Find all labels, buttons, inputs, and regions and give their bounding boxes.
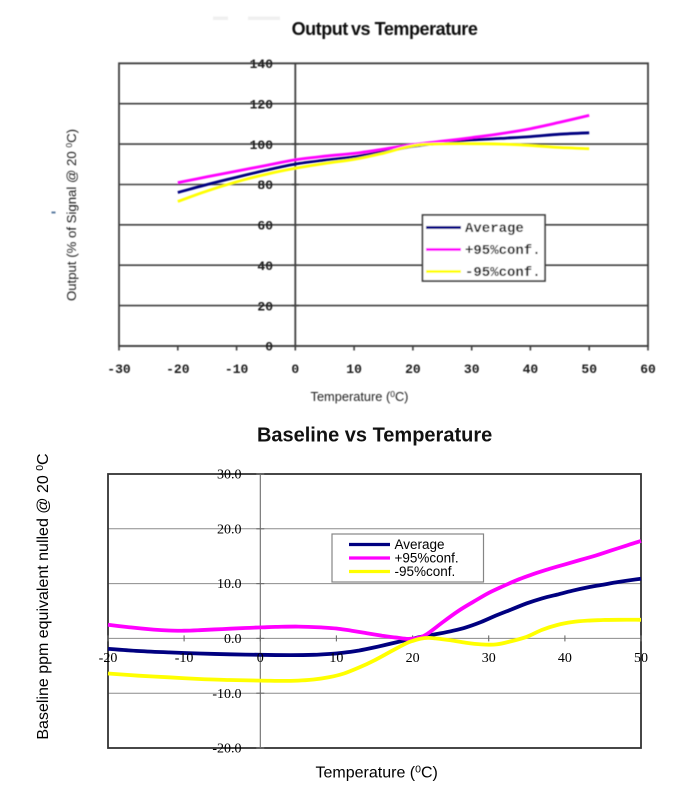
svg-text:30: 30 xyxy=(482,651,496,666)
svg-text:40: 40 xyxy=(558,651,572,666)
svg-text:+95%conf.: +95%conf. xyxy=(465,243,541,259)
svg-text:Output vs Temperature: Output vs Temperature xyxy=(292,19,478,39)
svg-text:80: 80 xyxy=(257,178,273,193)
svg-text:-20: -20 xyxy=(166,362,190,377)
svg-text:50: 50 xyxy=(634,651,648,666)
svg-text:10: 10 xyxy=(329,651,343,666)
svg-text:-30: -30 xyxy=(107,362,131,377)
svg-text:60: 60 xyxy=(640,362,656,377)
svg-text:-95%conf.: -95%conf. xyxy=(465,265,541,281)
svg-text:+95%conf.: +95%conf. xyxy=(395,551,459,566)
svg-text:20: 20 xyxy=(406,651,420,666)
svg-text:140: 140 xyxy=(250,57,274,72)
svg-text:-20.0: -20.0 xyxy=(212,742,241,757)
svg-text:Output (% of Signal @ 20 0C): Output (% of Signal @ 20 0C) xyxy=(64,129,79,301)
svg-text:-10: -10 xyxy=(225,362,249,377)
svg-text:0: 0 xyxy=(291,362,299,377)
svg-text:20.0: 20.0 xyxy=(217,522,242,537)
svg-text:0: 0 xyxy=(265,340,273,355)
svg-text:20: 20 xyxy=(257,299,273,314)
svg-text:120: 120 xyxy=(250,97,274,112)
svg-text:Temperature (0C): Temperature (0C) xyxy=(311,389,409,404)
svg-text:Average: Average xyxy=(465,221,524,237)
svg-text:10: 10 xyxy=(346,362,362,377)
svg-text:60: 60 xyxy=(257,219,273,234)
svg-text:Average: Average xyxy=(395,537,445,552)
svg-text:Baseline vs Temperature: Baseline vs Temperature xyxy=(257,425,492,447)
svg-text:40: 40 xyxy=(523,362,539,377)
svg-text:50: 50 xyxy=(581,362,597,377)
svg-text:40: 40 xyxy=(257,259,273,274)
svg-text:Temperature (0C): Temperature (0C) xyxy=(316,764,438,782)
svg-text:0: 0 xyxy=(257,651,264,666)
svg-text:-10.0: -10.0 xyxy=(212,687,241,702)
svg-text:-95%conf.: -95%conf. xyxy=(395,564,456,579)
svg-text:0.0: 0.0 xyxy=(224,632,242,647)
svg-text:30.0: 30.0 xyxy=(217,468,242,483)
svg-text:20: 20 xyxy=(405,362,421,377)
svg-text:Baseline ppm equivalent nulled: Baseline ppm equivalent nulled @ 20 0C xyxy=(34,453,52,739)
svg-text:-20: -20 xyxy=(99,651,118,666)
svg-text:100: 100 xyxy=(250,138,274,153)
svg-text:30: 30 xyxy=(464,362,480,377)
svg-text:10.0: 10.0 xyxy=(217,577,242,592)
svg-text:-10: -10 xyxy=(175,651,194,666)
